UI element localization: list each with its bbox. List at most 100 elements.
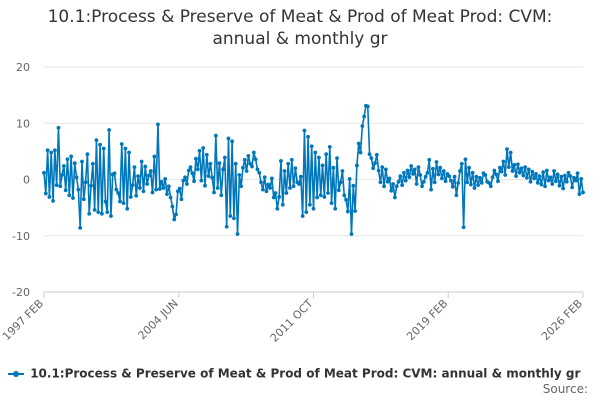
data-point bbox=[52, 148, 57, 153]
data-point bbox=[311, 206, 316, 211]
data-point bbox=[190, 171, 195, 176]
data-point bbox=[338, 180, 343, 185]
y-tick-label: 10 bbox=[16, 117, 30, 130]
data-point bbox=[304, 210, 309, 215]
data-point bbox=[172, 217, 177, 222]
data-point bbox=[101, 146, 106, 151]
data-point bbox=[577, 192, 582, 197]
data-point bbox=[333, 206, 338, 211]
data-point bbox=[414, 182, 419, 186]
y-tick-label: 0 bbox=[23, 174, 30, 187]
data-point bbox=[143, 164, 148, 169]
source-label: Source: bbox=[542, 382, 588, 396]
data-point bbox=[347, 177, 352, 181]
data-point bbox=[188, 165, 193, 170]
data-point bbox=[56, 125, 61, 130]
data-point bbox=[179, 197, 184, 202]
data-point bbox=[63, 188, 68, 193]
data-point bbox=[443, 179, 448, 184]
data-point bbox=[257, 170, 262, 175]
data-point bbox=[429, 187, 433, 192]
data-point bbox=[376, 168, 381, 173]
data-point bbox=[306, 134, 310, 139]
data-point bbox=[391, 182, 395, 186]
data-point bbox=[288, 186, 292, 190]
data-point bbox=[279, 159, 283, 163]
data-point bbox=[573, 178, 578, 183]
data-point bbox=[430, 166, 435, 171]
data-point bbox=[494, 172, 499, 177]
data-point bbox=[478, 175, 482, 180]
legend[interactable]: 10.1:Process & Preserve of Meat & Prod o… bbox=[8, 366, 600, 384]
data-point bbox=[468, 182, 473, 187]
data-point bbox=[342, 193, 347, 198]
data-point bbox=[458, 169, 462, 173]
data-point bbox=[340, 169, 345, 173]
data-point bbox=[320, 163, 325, 168]
data-point bbox=[434, 160, 439, 164]
data-point bbox=[378, 180, 383, 185]
data-point bbox=[307, 202, 312, 207]
data-point bbox=[87, 211, 92, 216]
data-point bbox=[543, 184, 547, 189]
data-point bbox=[174, 212, 178, 217]
data-point bbox=[99, 211, 104, 216]
data-point bbox=[89, 183, 93, 188]
data-point bbox=[255, 167, 260, 172]
data-point bbox=[490, 175, 495, 180]
data-point bbox=[336, 188, 341, 193]
data-point bbox=[535, 180, 540, 185]
data-point bbox=[291, 184, 296, 189]
data-point bbox=[134, 193, 139, 198]
data-point bbox=[260, 187, 265, 192]
data-point bbox=[156, 122, 160, 127]
data-point bbox=[250, 164, 254, 169]
data-point bbox=[165, 192, 169, 197]
data-point bbox=[476, 183, 480, 188]
data-point bbox=[544, 168, 549, 173]
data-point bbox=[228, 214, 233, 218]
data-point bbox=[85, 152, 90, 157]
data-point bbox=[163, 177, 168, 181]
data-point bbox=[297, 182, 301, 186]
data-point bbox=[224, 224, 229, 229]
data-point bbox=[497, 165, 502, 170]
data-point bbox=[512, 162, 517, 167]
data-point bbox=[197, 148, 202, 153]
data-point bbox=[54, 183, 59, 188]
data-point bbox=[65, 157, 70, 162]
data-point bbox=[78, 225, 83, 230]
data-point bbox=[212, 190, 216, 195]
data-point bbox=[242, 157, 247, 162]
data-point bbox=[166, 184, 171, 189]
data-point bbox=[409, 164, 414, 168]
data-point bbox=[154, 187, 159, 192]
data-point bbox=[405, 168, 410, 173]
data-point bbox=[530, 169, 535, 174]
data-point bbox=[105, 210, 110, 215]
data-point bbox=[94, 138, 99, 143]
data-point bbox=[103, 199, 108, 204]
data-point bbox=[382, 184, 386, 189]
data-point bbox=[67, 193, 72, 198]
data-point bbox=[557, 183, 562, 188]
data-point bbox=[60, 173, 64, 177]
data-point bbox=[402, 170, 406, 175]
data-point bbox=[141, 189, 146, 194]
data-point bbox=[499, 169, 504, 174]
data-point bbox=[186, 168, 191, 173]
data-point bbox=[335, 156, 339, 161]
data-point bbox=[351, 183, 356, 188]
data-point bbox=[293, 166, 298, 171]
data-point bbox=[206, 174, 211, 179]
data-point bbox=[284, 191, 289, 195]
data-point bbox=[266, 182, 271, 187]
data-point bbox=[412, 167, 417, 172]
data-point bbox=[344, 197, 348, 202]
y-tick-label: -20 bbox=[12, 286, 30, 299]
chart-title-line-1: 10.1:Process & Preserve of Meat & Prod o… bbox=[47, 7, 553, 27]
data-point bbox=[132, 165, 137, 170]
data-point bbox=[418, 173, 423, 177]
data-point bbox=[515, 162, 520, 167]
data-point bbox=[425, 170, 430, 175]
